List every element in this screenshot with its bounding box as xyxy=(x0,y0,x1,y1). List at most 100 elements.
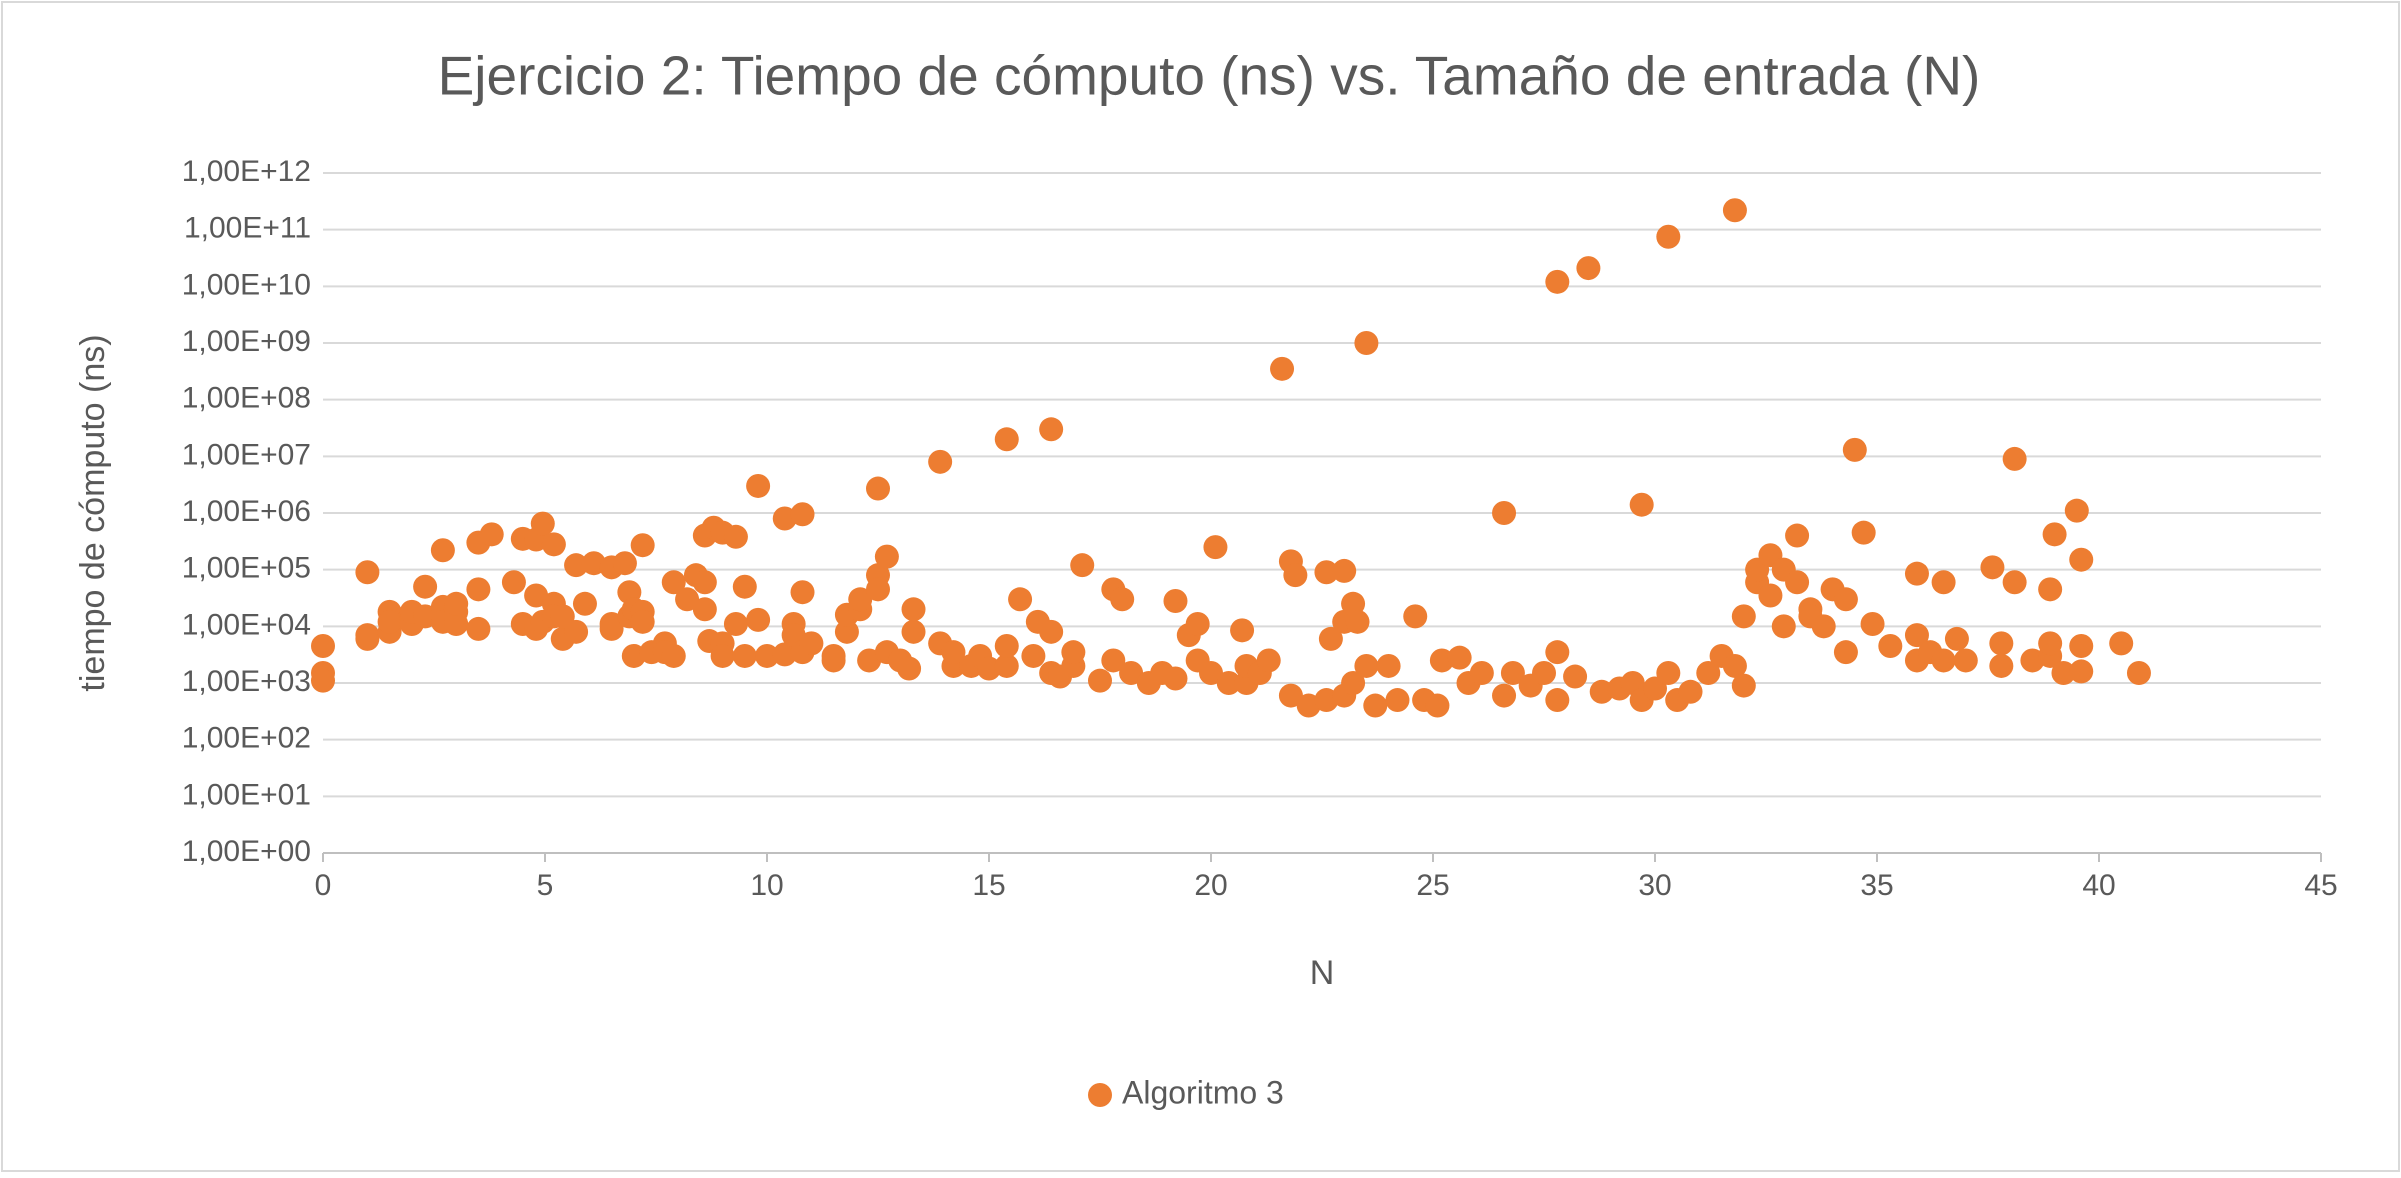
scatter-point xyxy=(1678,679,1703,704)
scatter-point xyxy=(2051,661,2076,686)
x-tick-label: 25 xyxy=(1416,869,1449,902)
scatter-point xyxy=(1363,693,1388,718)
scatter-point xyxy=(572,591,597,616)
scatter-point xyxy=(821,648,846,673)
scatter-point xyxy=(2002,570,2027,595)
x-tick-label: 30 xyxy=(1638,869,1671,902)
y-tick-label: 1,00E+04 xyxy=(182,608,311,641)
scatter-point xyxy=(430,538,455,563)
scatter-point xyxy=(901,619,926,644)
scatter-point xyxy=(1119,661,1144,686)
scatter-point xyxy=(1199,661,1223,686)
x-tick-label: 45 xyxy=(2304,869,2337,902)
scatter-point xyxy=(1722,198,1747,223)
scatter-point xyxy=(1563,664,1588,689)
scatter-point xyxy=(661,643,686,668)
y-tick-label: 1,00E+05 xyxy=(182,552,311,585)
y-tick-label: 1,00E+03 xyxy=(182,665,311,698)
scatter-point xyxy=(413,574,438,599)
scatter-point xyxy=(790,580,815,605)
scatter-point xyxy=(2038,577,2063,602)
scatter-point xyxy=(897,656,922,681)
scatter-point xyxy=(1878,633,1903,658)
scatter-point xyxy=(1341,671,1366,695)
scatter-point xyxy=(2042,522,2067,547)
scatter-point xyxy=(755,643,779,668)
scatter-point xyxy=(355,560,380,585)
y-tick-label: 1,00E+12 xyxy=(182,155,311,188)
scatter-point xyxy=(2069,547,2094,572)
y-tick-label: 1,00E+00 xyxy=(182,835,311,868)
scatter-point xyxy=(1500,661,1525,686)
legend-marker xyxy=(1088,1083,1112,1107)
marks xyxy=(311,198,2151,718)
scatter-point xyxy=(874,544,899,569)
scatter-point xyxy=(2002,446,2027,471)
scatter-point xyxy=(1771,614,1796,639)
scatter-point xyxy=(941,640,966,665)
scatter-point xyxy=(1008,587,1033,612)
scatter-point xyxy=(1629,492,1654,517)
x-tick-label: 35 xyxy=(1860,869,1893,902)
scatter-point xyxy=(1833,587,1858,612)
scatter-point xyxy=(1185,611,1210,636)
scatter-point xyxy=(746,607,771,632)
scatter-point xyxy=(1589,679,1614,704)
scatter-point xyxy=(1545,688,1570,713)
x-tick-label: 10 xyxy=(750,869,783,902)
scatter-point xyxy=(977,656,1001,681)
y-tick-label: 1,00E+01 xyxy=(182,778,311,811)
scatter-point xyxy=(1696,661,1721,686)
scatter-point xyxy=(692,570,717,595)
scatter-point xyxy=(1931,570,1956,595)
y-tick-label: 1,00E+09 xyxy=(182,325,311,358)
scatter-point xyxy=(994,653,1019,678)
scatter-point xyxy=(1021,643,1046,668)
scatter-point xyxy=(1061,640,1086,665)
y-tick-label: 1,00E+08 xyxy=(182,382,311,415)
scatter-point xyxy=(1989,653,2014,678)
scatter-point xyxy=(1492,683,1517,708)
x-tick-label: 40 xyxy=(2082,869,2115,902)
scatter-point xyxy=(1070,553,1095,578)
grid: 1,00E+00 1,00E+01 1,00E+02 1,00E+03 1,00E+04… xyxy=(182,155,2338,902)
scatter-point xyxy=(1944,626,1969,651)
scatter-point xyxy=(1904,561,1929,586)
scatter-point xyxy=(675,587,700,612)
scatter-point xyxy=(710,643,735,668)
scatter-point xyxy=(630,609,655,634)
scatter-point xyxy=(1341,591,1366,616)
scatter-point xyxy=(746,473,771,498)
scatter-point xyxy=(541,532,566,557)
scatter-point xyxy=(928,449,953,474)
scatter-point xyxy=(1283,563,1308,588)
scatter-point xyxy=(2069,659,2094,684)
scatter-point xyxy=(1842,437,1867,462)
scatter-point xyxy=(444,611,469,636)
scatter-point xyxy=(1953,648,1978,673)
scatter-point xyxy=(866,577,890,602)
scatter-point xyxy=(2038,631,2063,656)
scatter-point xyxy=(1385,688,1410,713)
scatter-point xyxy=(1403,604,1428,629)
scatter-point xyxy=(1332,558,1357,583)
scatter-point xyxy=(1429,648,1454,673)
scatter-point xyxy=(1425,693,1450,718)
scatter-point xyxy=(1833,640,1858,665)
legend: Algoritmo 3 xyxy=(1088,1074,1284,1110)
scatter-point xyxy=(1163,666,1188,691)
scatter-point xyxy=(1545,640,1570,665)
scatter-point xyxy=(1492,501,1517,525)
scatter-point xyxy=(1469,661,1494,686)
scatter-point xyxy=(466,577,491,602)
scatter-point xyxy=(1318,626,1343,651)
scatter-point xyxy=(2069,633,2094,658)
scatter-point xyxy=(866,476,890,501)
scatter-point xyxy=(1163,588,1188,613)
y-tick-label: 1,00E+07 xyxy=(182,438,311,471)
y-tick-label: 1,00E+11 xyxy=(184,212,311,245)
scatter-point xyxy=(444,591,469,616)
scatter-point xyxy=(466,616,491,641)
scatter-point xyxy=(1256,648,1281,673)
